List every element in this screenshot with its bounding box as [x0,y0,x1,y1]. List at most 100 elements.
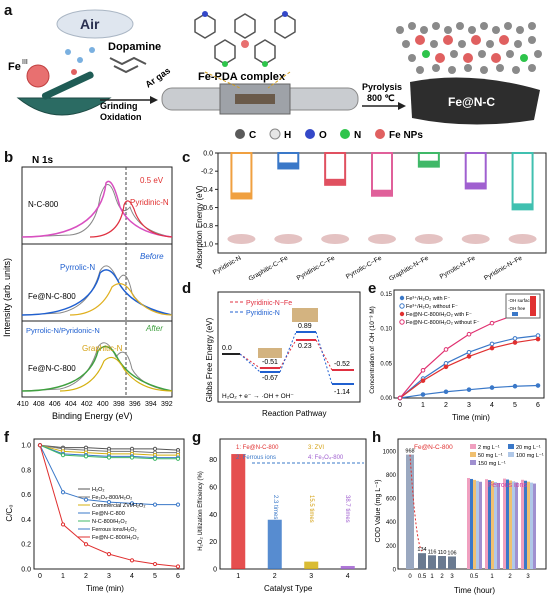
bar [533,483,536,569]
tick-label: 400 [386,520,397,526]
tick-label: 396 [129,401,141,408]
tick-label: 402 [81,401,93,408]
sample-boat-icon [235,94,275,104]
pestle-icon [41,71,94,100]
tick-label: 1 [490,574,494,580]
data-point [152,456,158,461]
tick-label: 0.2 [21,542,31,549]
panel-b-xlabel: Binding Energy (eV) [52,411,133,421]
tick-label: 1 [430,574,434,580]
tick-label: 0.0 [203,151,213,158]
legend-fe-label: Fe NPs [389,130,423,141]
legend-o-label: O [319,130,327,141]
tick-label: 408 [33,401,45,408]
tick-label: 800 [386,473,397,479]
bar [494,482,497,569]
bar [406,454,414,569]
panel-letter-d: d [182,280,192,297]
tick-label: 0.10 [380,327,392,333]
legend-swatch [470,460,476,465]
structure-icon [274,234,303,244]
tick-label: 20 [209,539,217,546]
panel-d-frame [217,291,361,403]
inset-bar [512,312,518,316]
tick-label: 0.8 [21,467,31,474]
panel-letter-e: e [368,280,377,297]
legend-label: N-C-800/H₂O₂ [92,519,127,525]
tick-label: 0 [408,574,412,580]
bar [231,454,246,569]
data-point [129,501,135,506]
panel-b-sample-2: Fe@N-C-800 [28,292,76,301]
tick-label: 1000 [383,449,397,455]
bar [527,481,530,569]
ratio-label: 38.7 times [344,495,350,523]
panel-c: c Adsorption Energy (eV) 0.0 -0.2 -0.4 -0.6… [178,147,550,283]
bar [479,481,482,569]
panel-letter-h: h [372,429,382,446]
legend-swatch [470,452,476,457]
panel-b-pyrrolic-pyridonic-label: Pyrrolic-N/Pyridonic-N [26,326,100,335]
fe3-label: Fe [8,61,21,73]
tick-label: 60 [209,484,217,491]
legend-marker [399,303,405,309]
ratio-label: 15.5 times [308,495,314,523]
panel-d-equation: H₂O₂ + e⁻ → ·OH + OH⁻ [222,393,294,400]
tick-label: 0.0 [21,567,31,574]
tick-label: -0.8 [201,223,213,230]
inset-label: ·OH free [508,306,526,311]
tick-label: 2 [440,574,444,580]
panel-c-bars [227,152,537,244]
bar [230,152,253,200]
tick-label: 200 [386,544,397,550]
carbon-lattice-icon [396,22,542,74]
data-point [175,456,181,461]
bar [371,152,393,197]
legend-label: H₂O₂ [92,487,105,493]
bar-cap [278,162,299,169]
tick-label: 0.6 [21,492,31,499]
legend-label: Fe³⁺/H₂O₂ with F⁻ [406,295,450,302]
data-point [129,455,135,460]
bar-cap [231,192,252,199]
panel-d-legend-1: Pyridinic-N−Fe [246,300,292,307]
data-point [83,454,89,459]
category-label: Graphitic-N−Fe [388,254,430,280]
tick-label: 3 [309,573,313,580]
legend-label: 50 mg L⁻¹ [478,453,503,459]
tick-label: 2 [273,573,277,580]
bar [497,482,500,569]
bar-value-label: 134 [417,547,426,553]
data-point [37,443,43,448]
legend-label: 3: ZVI [308,445,324,451]
bar [418,553,426,569]
xps-fit-trace [21,269,173,316]
legend-label: Fe³⁺/H₂O₂ without F⁻ [406,303,458,310]
fe3-superscript: III [22,59,28,66]
panel-f-ylabel: C/C₀ [5,504,14,521]
bar [506,479,509,569]
tick-label: 1 [421,402,425,409]
data-point [489,320,495,326]
xps-fit-trace [21,180,173,238]
panel-f-chart: C/C₀ 0 1 2 3 4 5 6 0.0 0.2 0.4 0.6 0.8 1.0 H₂O₂ Fe₃O₄… [5,438,185,593]
air-cloud-icon [56,9,134,39]
panel-b-before-label: Before [140,252,164,261]
panel-d-ylabel: Gibbs Free Energy (eV) [205,317,214,402]
energy-value: 0.23 [298,343,312,350]
data-point [443,347,449,352]
tick-label: 1 [236,573,240,580]
tick-label: 398 [113,401,125,408]
data-point [535,383,541,388]
energy-value: -0.51 [262,359,278,366]
droplet-icon [65,49,71,55]
legend-label: Fe@N-C-800/H₂O₂ [92,535,139,541]
legend-swatch [470,444,476,449]
legend-h-icon [269,128,281,140]
structure-icon [414,234,443,244]
tick-label: 410 [17,401,29,408]
data-point [420,392,426,397]
panel-b-frame [21,166,173,398]
legend-h-label: H [284,130,291,141]
data-point [106,455,112,460]
